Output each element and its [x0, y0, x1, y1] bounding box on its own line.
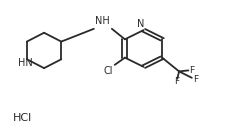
Text: NH: NH — [95, 16, 110, 26]
Text: HCl: HCl — [13, 113, 32, 123]
Text: F: F — [193, 75, 198, 84]
Text: F: F — [188, 66, 193, 75]
Text: HN: HN — [18, 58, 33, 68]
Text: N: N — [137, 19, 144, 29]
Text: Cl: Cl — [103, 66, 112, 76]
Text: F: F — [173, 77, 179, 86]
